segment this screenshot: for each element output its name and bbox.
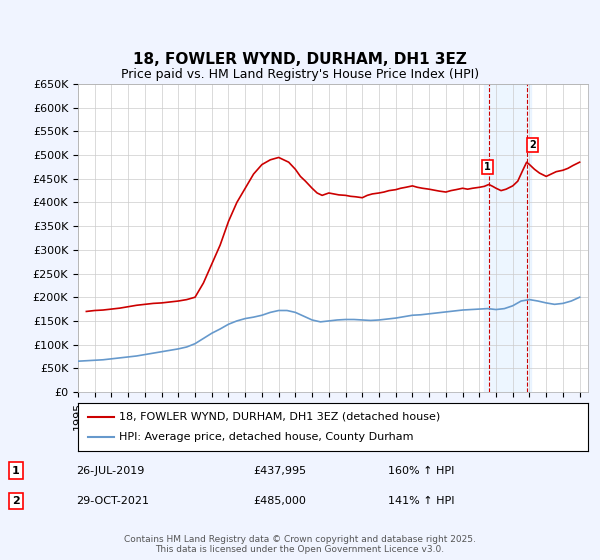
Text: £437,995: £437,995 [253, 466, 306, 476]
Text: 18, FOWLER WYND, DURHAM, DH1 3EZ: 18, FOWLER WYND, DURHAM, DH1 3EZ [133, 52, 467, 67]
Bar [484, 84, 531, 392]
Text: Contains HM Land Registry data © Crown copyright and database right 2025.
This d: Contains HM Land Registry data © Crown c… [124, 535, 476, 554]
Text: £485,000: £485,000 [253, 496, 306, 506]
Text: 29-OCT-2021: 29-OCT-2021 [77, 496, 149, 506]
Text: 26-JUL-2019: 26-JUL-2019 [77, 466, 145, 476]
Text: Price paid vs. HM Land Registry's House Price Index (HPI): Price paid vs. HM Land Registry's House … [121, 68, 479, 81]
Text: 2: 2 [529, 140, 536, 150]
Text: 2: 2 [12, 496, 20, 506]
Text: HPI: Average price, detached house, County Durham: HPI: Average price, detached house, Coun… [119, 432, 413, 442]
Text: 1: 1 [484, 162, 491, 172]
Text: 1: 1 [12, 466, 20, 476]
Text: 160% ↑ HPI: 160% ↑ HPI [388, 466, 455, 476]
Text: 141% ↑ HPI: 141% ↑ HPI [388, 496, 455, 506]
Text: 18, FOWLER WYND, DURHAM, DH1 3EZ (detached house): 18, FOWLER WYND, DURHAM, DH1 3EZ (detach… [119, 412, 440, 422]
